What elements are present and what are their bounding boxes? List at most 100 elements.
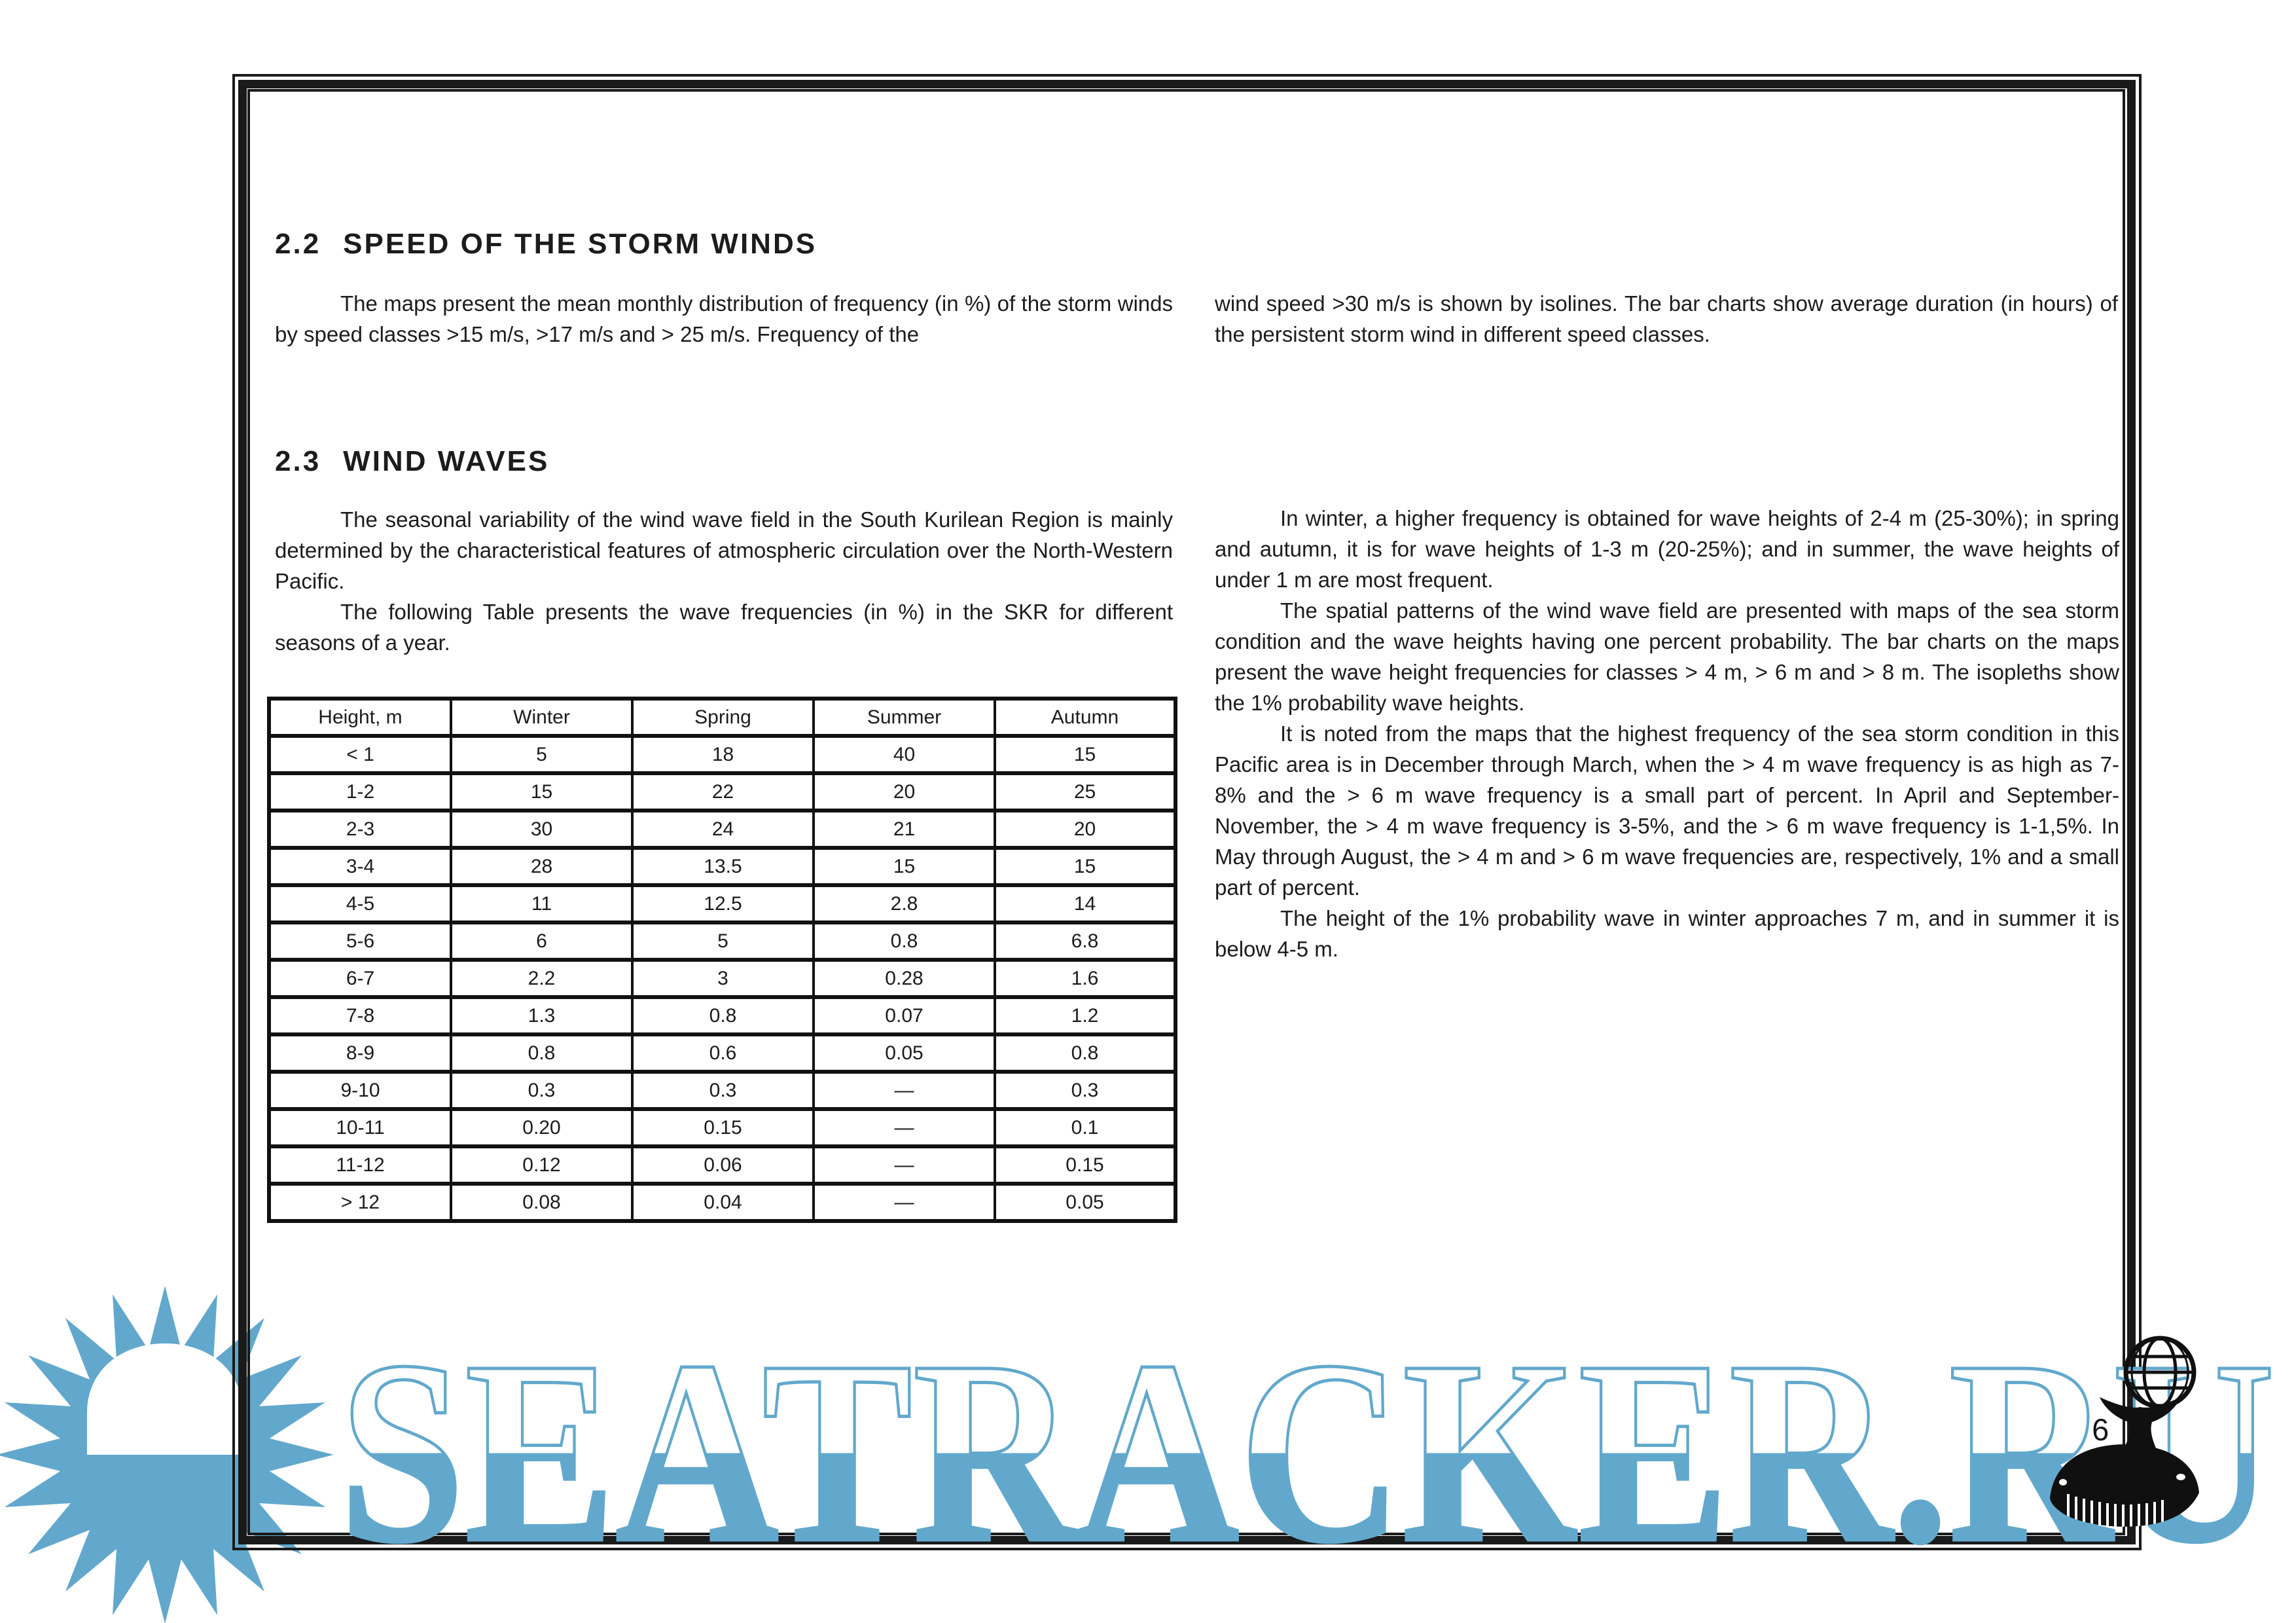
sun-icon — [0, 1286, 334, 1623]
paragraph: The spatial patterns of the wind wave fi… — [1215, 598, 2119, 715]
table-cell: 4-5 — [268, 883, 452, 924]
table-cell: 1.3 — [450, 995, 634, 1036]
column-header: Autumn — [994, 697, 1177, 738]
table-header-row: Height, m Winter Spring Summer Autumn — [268, 697, 1177, 738]
section-number: 2.3 — [275, 445, 321, 477]
table-row: 10-11 0.20 0.15—0.1 — [268, 1107, 1177, 1148]
paragraph: The seasonal variability of the wind wav… — [275, 507, 1173, 593]
table-cell: 1-2 — [268, 771, 452, 812]
table-row: 9-10 0.3 0.3—0.3 — [268, 1070, 1177, 1111]
whale-icon — [2050, 1397, 2199, 1527]
section-2-2-heading: 2.2 SPEED OF THE STORM WINDS — [275, 228, 817, 261]
table-row: 11-12 0.12 0.06—0.15 — [268, 1144, 1177, 1186]
section-title: SPEED OF THE STORM WINDS — [343, 228, 817, 260]
column-header: Height, m — [268, 697, 452, 738]
table-cell: — — [812, 1182, 996, 1223]
table-cell: 0.05 — [812, 1032, 996, 1074]
table-row: 1-2 15 22 20 25 — [268, 771, 1177, 812]
table-cell: 0.8 — [631, 995, 815, 1036]
column-header: Summer — [812, 697, 996, 738]
table-cell: 20 — [812, 771, 996, 812]
table-cell: 40 — [812, 734, 996, 775]
table-cell: 15 — [994, 846, 1177, 887]
table-cell: 8-9 — [268, 1032, 452, 1074]
table-cell: 2.2 — [450, 958, 634, 999]
section-number: 2.2 — [275, 228, 321, 260]
table-cell: 0.6 — [631, 1032, 815, 1074]
table-cell: 10-11 — [268, 1107, 452, 1148]
table-cell: < 1 — [268, 734, 452, 775]
section-2-3-heading: 2.3 WIND WAVES — [275, 445, 549, 478]
whale-baleen-stripes — [2067, 1494, 2164, 1527]
table-cell: 0.05 — [994, 1182, 1177, 1223]
wave-frequency-table-container: Height, m Winter Spring Summer Autumn < 1 5 18… — [267, 697, 1177, 1223]
table-cell: 11-12 — [268, 1144, 452, 1186]
watermark-text: SEATRACKER.RU — [339, 1307, 2275, 1597]
wave-table: Height, m Winter Spring Summer Autumn < 1 5 18… — [267, 697, 1177, 1223]
table-cell: 5-6 — [268, 921, 452, 962]
table-cell: 3 — [631, 958, 815, 999]
paragraph: In winter, a higher frequency is obtaine… — [1215, 506, 2119, 592]
table-cell: 0.04 — [631, 1182, 815, 1223]
table-cell: — — [812, 1107, 996, 1148]
section-2-3-right-column: In winter, a higher frequency is obtaine… — [1215, 503, 2119, 964]
table-cell: 3-4 — [268, 846, 452, 887]
page-border-outer — [232, 74, 2142, 1550]
table-cell: 0.8 — [812, 921, 996, 962]
table-cell: 0.08 — [450, 1182, 634, 1223]
table-cell: 11 — [450, 883, 634, 924]
column-header: Winter — [450, 697, 634, 738]
section-2-2-right-column: wind speed >30 m/s is shown by isolines.… — [1215, 288, 2118, 350]
sun-dome — [87, 1343, 243, 1455]
table-row: < 1 5 18 40 15 — [268, 734, 1177, 775]
table-cell: 0.07 — [812, 995, 996, 1036]
table-cell: — — [812, 1144, 996, 1186]
table-cell: 6.8 — [994, 921, 1177, 962]
table-cell: 15 — [812, 846, 996, 887]
table-cell: 0.12 — [450, 1144, 634, 1186]
table-cell: 1.2 — [994, 995, 1177, 1036]
paragraph: The height of the 1% probability wave in… — [1215, 906, 2119, 961]
table-cell: 28 — [450, 846, 634, 887]
table-cell: 6 — [450, 921, 634, 962]
table-cell: 24 — [631, 809, 815, 850]
paragraph: The maps present the mean monthly distri… — [275, 291, 1173, 346]
table-cell: 1.6 — [994, 958, 1177, 999]
table-cell: 5 — [450, 734, 634, 775]
table-cell: 14 — [994, 883, 1177, 924]
table-cell: 0.3 — [450, 1070, 634, 1111]
table-cell: 0.15 — [631, 1107, 815, 1148]
table-cell: 2-3 — [268, 809, 452, 850]
table-cell: 30 — [450, 809, 634, 850]
table-row: > 12 0.08 0.04—0.05 — [268, 1182, 1177, 1223]
table-cell: 15 — [450, 771, 634, 812]
column-header: Spring — [631, 697, 815, 738]
table-cell: 6-7 — [268, 958, 452, 999]
table-cell: 20 — [994, 809, 1177, 850]
paragraph: wind speed >30 m/s is shown by isolines.… — [1215, 291, 2118, 346]
table-cell: 18 — [631, 734, 815, 775]
paragraph: The following Table presents the wave fr… — [275, 600, 1173, 655]
table-cell: 0.20 — [450, 1107, 634, 1148]
globe-icon — [2123, 1336, 2197, 1409]
table-cell: 21 — [812, 809, 996, 850]
page-border-inner — [247, 89, 2125, 1535]
table-cell: 0.8 — [994, 1032, 1177, 1074]
table-row: 7-8 1.3 0.8 0.07 1.2 — [268, 995, 1177, 1036]
table-cell: 0.15 — [994, 1144, 1177, 1186]
table-row: 2-3 30 24 21 20 — [268, 809, 1177, 850]
table-cell: > 12 — [268, 1182, 452, 1223]
table-cell: 15 — [994, 734, 1177, 775]
table-cell: 7-8 — [268, 995, 452, 1036]
table-cell: 13.5 — [631, 846, 815, 887]
section-2-3-left-column: The seasonal variability of the wind wav… — [275, 504, 1173, 658]
table-cell: 9-10 — [268, 1070, 452, 1111]
table-cell: 0.28 — [812, 958, 996, 999]
page-number: 16 — [2062, 1412, 2123, 1447]
table-row: 8-9 0.8 0.6 0.05 0.8 — [268, 1032, 1177, 1074]
table-cell: 25 — [994, 771, 1177, 812]
table-cell: 22 — [631, 771, 815, 812]
